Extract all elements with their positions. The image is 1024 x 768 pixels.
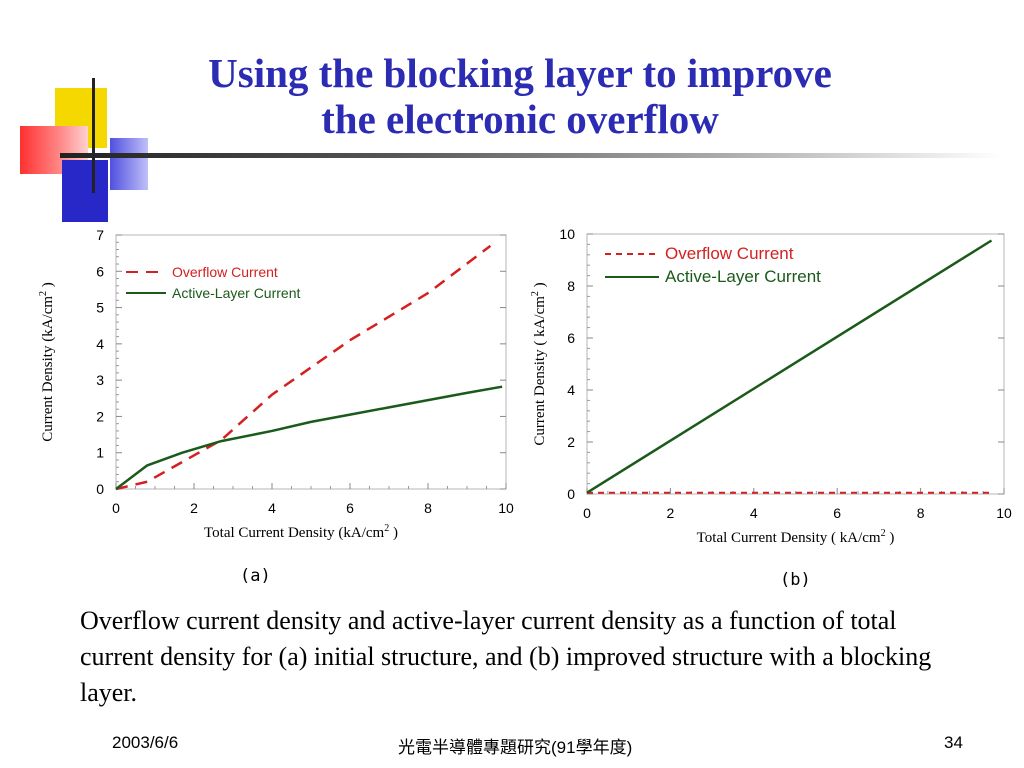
deco-vertical-line	[92, 78, 95, 193]
slide-title-line1: Using the blocking layer to improve	[208, 50, 832, 96]
y-tick-label: 7	[96, 227, 104, 243]
y-axis-label: Current Density (kA/cm2 )	[38, 282, 56, 442]
x-tick-label: 8	[917, 505, 925, 521]
y-tick-label: 5	[96, 300, 104, 316]
x-tick-label: 4	[268, 500, 276, 516]
x-tick-label: 8	[424, 500, 432, 516]
footer-page-number: 34	[944, 733, 963, 752]
x-tick-label: 10	[498, 500, 514, 516]
footer-course: 光電半導體專題研究(91學年度)	[398, 738, 633, 757]
y-tick-label: 8	[567, 278, 575, 294]
y-tick-label: 4	[96, 336, 104, 352]
x-axis-label: Total Current Density ( kA/cm2 )	[697, 528, 895, 546]
chart-a: 0 1 2 3 4 5 6 7 0 2 4 6 8 10 Total Current Density (kA…	[38, 227, 514, 541]
deco-horizontal-rule	[60, 153, 1000, 158]
chart-b: 0 2 4 6 8 10 0 2 4 6 8 10 Total Current Density ( kA…	[530, 226, 1012, 546]
y-tick-label: 3	[96, 372, 104, 388]
y-tick-label: 2	[96, 408, 104, 424]
x-tick-label: 0	[112, 500, 120, 516]
series-line-active-layer-current	[115, 385, 503, 490]
y-axis-label: Current Density ( kA/cm2 )	[530, 282, 548, 445]
y-tick-label: 6	[567, 330, 575, 346]
deco-blue-square	[62, 160, 108, 222]
deco-blue-small	[110, 138, 148, 190]
figure-caption: Overflow current density and active-laye…	[80, 606, 932, 707]
y-tick-label: 0	[567, 486, 575, 502]
panel-label-a: (a)	[240, 566, 271, 586]
slide-title: Using the blocking layer to improve the …	[110, 50, 930, 142]
x-tick-label: 2	[667, 505, 675, 521]
y-tick-label: 10	[559, 226, 575, 242]
series-line-overflow-current	[115, 244, 492, 491]
x-tick-label: 6	[833, 505, 841, 521]
panel-label-b: (b)	[780, 570, 811, 590]
x-tick-label: 6	[346, 500, 354, 516]
legend-label-active-layer-current: Active-Layer Current	[172, 285, 300, 301]
y-tick-label: 1	[96, 445, 104, 461]
x-tick-label: 2	[190, 500, 198, 516]
x-tick-label: 0	[583, 505, 591, 521]
x-tick-label: 4	[750, 505, 758, 521]
legend-label-active-layer-current: Active-Layer Current	[665, 267, 821, 286]
y-tick-label: 2	[567, 434, 575, 450]
legend-label-overflow-current: Overflow Current	[665, 244, 794, 263]
x-axis-label: Total Current Density (kA/cm2 )	[204, 523, 398, 541]
y-tick-label: 4	[567, 382, 575, 398]
x-tick-label: 10	[996, 505, 1012, 521]
footer-date: 2003/6/6	[112, 733, 179, 752]
y-tick-label: 0	[96, 481, 104, 497]
slide-title-line2: the electronic overflow	[321, 96, 719, 142]
legend-label-overflow-current: Overflow Current	[172, 264, 278, 280]
y-tick-label: 6	[96, 263, 104, 279]
series-line-active-layer-current	[586, 239, 993, 494]
